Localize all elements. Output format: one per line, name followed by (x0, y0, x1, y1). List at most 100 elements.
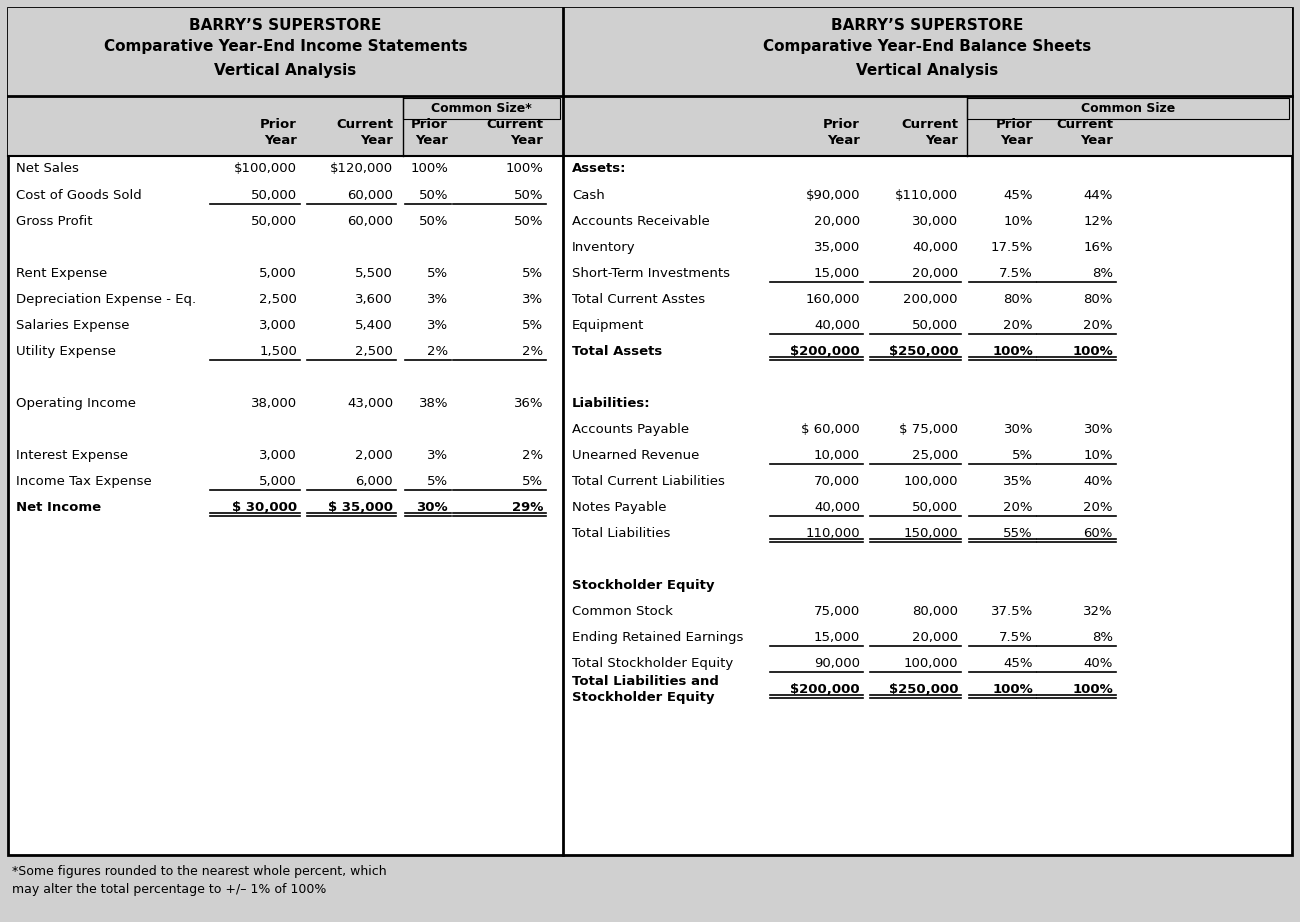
Text: 3%: 3% (426, 318, 448, 332)
Text: Current
Year: Current Year (901, 117, 958, 147)
Text: Vertical Analysis: Vertical Analysis (857, 63, 998, 77)
Text: 5%: 5% (426, 475, 448, 488)
Text: $250,000: $250,000 (888, 345, 958, 358)
Text: 3%: 3% (426, 448, 448, 462)
Text: Cash: Cash (572, 188, 604, 202)
Text: 20,000: 20,000 (814, 215, 861, 228)
Text: $ 35,000: $ 35,000 (328, 501, 393, 514)
Text: 5,500: 5,500 (355, 266, 393, 279)
Bar (563, 8, 1292, 96)
Text: 50,000: 50,000 (251, 215, 296, 228)
Text: 30%: 30% (1004, 422, 1034, 435)
Text: 60%: 60% (1084, 526, 1113, 539)
Bar (563, 96, 1292, 156)
Text: 50%: 50% (419, 188, 448, 202)
Text: Ending Retained Earnings: Ending Retained Earnings (572, 631, 744, 644)
Text: 150,000: 150,000 (903, 526, 958, 539)
Bar (8, 8, 563, 96)
Text: 2%: 2% (521, 448, 543, 462)
Text: 32%: 32% (1083, 605, 1113, 618)
Text: 100%: 100% (506, 162, 543, 175)
Text: 160,000: 160,000 (806, 292, 861, 305)
Text: $120,000: $120,000 (330, 162, 393, 175)
Text: 50%: 50% (514, 215, 543, 228)
Text: 5%: 5% (521, 266, 543, 279)
Bar (967, 98, 1290, 119)
Text: 50,000: 50,000 (911, 318, 958, 332)
Text: 50,000: 50,000 (911, 501, 958, 514)
Text: Common Size: Common Size (1080, 102, 1175, 115)
Text: 37.5%: 37.5% (991, 605, 1034, 618)
Text: *Some figures rounded to the nearest whole percent, which
may alter the total pe: *Some figures rounded to the nearest who… (12, 865, 386, 896)
Text: 3,600: 3,600 (355, 292, 393, 305)
Text: 12%: 12% (1083, 215, 1113, 228)
Text: 60,000: 60,000 (347, 188, 393, 202)
Text: $ 75,000: $ 75,000 (900, 422, 958, 435)
Text: Current
Year: Current Year (486, 117, 543, 147)
Text: 15,000: 15,000 (814, 266, 861, 279)
Text: Total Current Asstes: Total Current Asstes (572, 292, 705, 305)
Text: Total Assets: Total Assets (572, 345, 662, 358)
Text: 100%: 100% (1072, 345, 1113, 358)
Text: 30%: 30% (1083, 422, 1113, 435)
Text: 43,000: 43,000 (347, 396, 393, 409)
Text: 36%: 36% (514, 396, 543, 409)
Text: Notes Payable: Notes Payable (572, 501, 667, 514)
Text: 90,000: 90,000 (814, 656, 861, 669)
Text: 100%: 100% (992, 345, 1034, 358)
Text: Depreciation Expense - Eq.: Depreciation Expense - Eq. (16, 292, 196, 305)
Text: Rent Expense: Rent Expense (16, 266, 107, 279)
Text: 35%: 35% (1004, 475, 1034, 488)
Text: 80,000: 80,000 (913, 605, 958, 618)
Text: 30,000: 30,000 (911, 215, 958, 228)
Text: Common Stock: Common Stock (572, 605, 673, 618)
Text: Gross Profit: Gross Profit (16, 215, 92, 228)
Text: Short-Term Investments: Short-Term Investments (572, 266, 731, 279)
Text: Cost of Goods Sold: Cost of Goods Sold (16, 188, 142, 202)
Text: 80%: 80% (1004, 292, 1034, 305)
Text: 17.5%: 17.5% (991, 241, 1034, 254)
Text: Common Size*: Common Size* (432, 102, 532, 115)
Text: Salaries Expense: Salaries Expense (16, 318, 130, 332)
Text: 75,000: 75,000 (814, 605, 861, 618)
Text: Current
Year: Current Year (1056, 117, 1113, 147)
Text: $ 60,000: $ 60,000 (801, 422, 861, 435)
Text: 20%: 20% (1083, 318, 1113, 332)
Text: 20%: 20% (1004, 501, 1034, 514)
Text: 10%: 10% (1083, 448, 1113, 462)
Text: 3%: 3% (521, 292, 543, 305)
Text: Unearned Revenue: Unearned Revenue (572, 448, 699, 462)
Text: 30%: 30% (416, 501, 448, 514)
Text: 100%: 100% (992, 682, 1034, 695)
Text: Inventory: Inventory (572, 241, 636, 254)
Text: 40%: 40% (1084, 656, 1113, 669)
Text: Accounts Payable: Accounts Payable (572, 422, 689, 435)
Text: 40,000: 40,000 (814, 501, 861, 514)
Text: 8%: 8% (1092, 631, 1113, 644)
Text: 40,000: 40,000 (913, 241, 958, 254)
Text: 2%: 2% (426, 345, 448, 358)
Text: 35,000: 35,000 (814, 241, 861, 254)
Text: Interest Expense: Interest Expense (16, 448, 129, 462)
Text: 110,000: 110,000 (806, 526, 861, 539)
Text: 3%: 3% (426, 292, 448, 305)
Text: 45%: 45% (1004, 656, 1034, 669)
Text: $100,000: $100,000 (234, 162, 296, 175)
Text: 5%: 5% (1011, 448, 1034, 462)
Text: 5,000: 5,000 (259, 266, 296, 279)
Text: 45%: 45% (1004, 188, 1034, 202)
Text: 200,000: 200,000 (903, 292, 958, 305)
Text: 5%: 5% (521, 475, 543, 488)
Text: $110,000: $110,000 (894, 188, 958, 202)
Text: Equipment: Equipment (572, 318, 645, 332)
Text: 100,000: 100,000 (903, 475, 958, 488)
Text: 38,000: 38,000 (251, 396, 296, 409)
Text: 100%: 100% (410, 162, 448, 175)
Text: 55%: 55% (1004, 526, 1034, 539)
Text: 50%: 50% (514, 188, 543, 202)
Text: $200,000: $200,000 (790, 682, 861, 695)
Text: 25,000: 25,000 (911, 448, 958, 462)
Text: 50,000: 50,000 (251, 188, 296, 202)
Text: Comparative Year-End Balance Sheets: Comparative Year-End Balance Sheets (763, 39, 1092, 53)
Text: 40,000: 40,000 (814, 318, 861, 332)
